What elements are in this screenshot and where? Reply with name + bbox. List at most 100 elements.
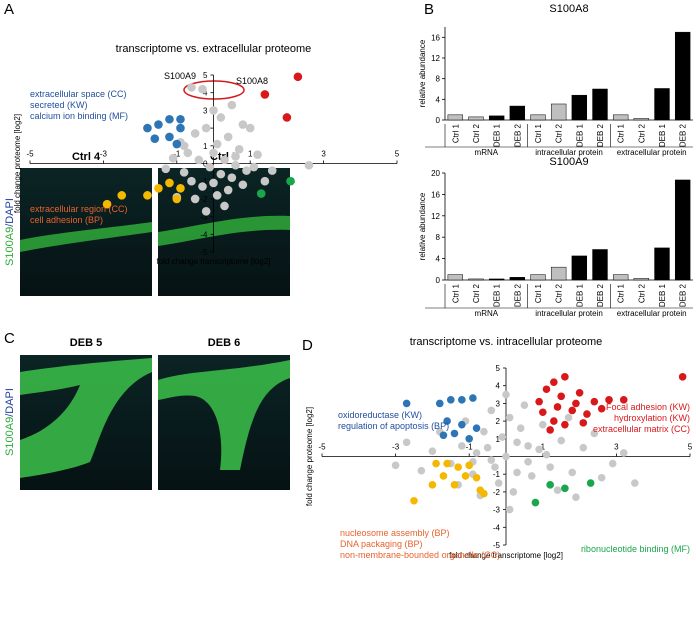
data-point (527, 472, 536, 480)
data-point (509, 488, 518, 496)
data-point (564, 413, 573, 422)
data-point (465, 461, 474, 470)
data-point (220, 155, 229, 165)
data-point (480, 427, 488, 436)
x-tick-label: DEB 1 (493, 283, 502, 307)
data-point (435, 399, 444, 408)
data-point (572, 493, 580, 502)
data-point (282, 113, 292, 122)
bar (674, 179, 691, 281)
y-tick-label: 0 (436, 276, 441, 285)
x-tick-label: -3 (100, 150, 108, 159)
data-point (260, 90, 270, 99)
data-point (168, 153, 178, 163)
x-tick-label: DEB 2 (513, 123, 522, 147)
x-tick-label: DEB 1 (658, 123, 667, 147)
data-point (165, 132, 174, 142)
bar (654, 88, 670, 121)
data-point (176, 123, 185, 133)
x-tick-label: DEB 2 (596, 283, 605, 307)
data-point (154, 183, 163, 193)
data-point (439, 472, 448, 480)
x-tick-label: -3 (392, 443, 400, 452)
annotation: S100A8 (236, 76, 268, 86)
data-point (201, 123, 211, 133)
data-point (524, 458, 532, 466)
data-point (143, 123, 152, 133)
bar (447, 274, 464, 281)
image-label: Ctrl 4 (72, 151, 101, 163)
annotation: ribonucleotide binding (MF) (581, 544, 690, 554)
data-point (469, 394, 477, 402)
data-point (494, 479, 503, 487)
panel-label: B (424, 1, 434, 18)
annotation: cell adhesion (BP) (30, 215, 103, 225)
data-point (154, 120, 163, 129)
stain-band (158, 360, 290, 470)
data-point (209, 148, 218, 158)
group-label: mRNA (475, 148, 499, 157)
data-point (286, 176, 295, 186)
annotation: oxidoreductase (KW) (338, 410, 422, 420)
y-tick-label: -3 (200, 213, 208, 222)
data-point (172, 194, 182, 204)
data-point (304, 160, 314, 170)
data-point (242, 166, 251, 175)
x-tick-label: Ctrl 1 (451, 123, 460, 143)
data-point (458, 442, 466, 450)
data-point (428, 447, 437, 455)
x-tick-label: DEB 1 (493, 123, 502, 147)
bar (612, 274, 629, 281)
x-tick-label: Ctrl 2 (555, 123, 564, 143)
stain-band (158, 215, 290, 246)
annotation: Focal adhesion (KW) (606, 402, 690, 412)
data-point (498, 433, 507, 441)
data-point (561, 484, 569, 493)
panel-label: D (302, 337, 313, 354)
data-point (260, 176, 270, 186)
data-point (542, 385, 551, 394)
bar (633, 118, 650, 121)
x-tick-label: DEB 1 (575, 283, 584, 307)
data-point (465, 435, 474, 443)
annotation: nucleosome assembly (BP) (340, 528, 450, 538)
x-tick-label: DEB 2 (513, 283, 522, 307)
bar (468, 116, 484, 121)
data-point (179, 168, 189, 177)
data-point (561, 373, 569, 381)
data-point (410, 496, 418, 505)
x-tick-label: DEB 2 (679, 283, 688, 307)
bar (488, 115, 505, 121)
data-point (553, 403, 562, 411)
bar (571, 255, 588, 281)
x-tick-label: 5 (395, 150, 400, 159)
y-tick-label: -3 (493, 506, 501, 515)
bar (488, 278, 505, 281)
x-tick-label: Ctrl 1 (451, 283, 460, 303)
stain-marker: S100A9 (4, 227, 16, 266)
data-point (190, 129, 200, 138)
bar (530, 274, 546, 281)
data-point (505, 505, 514, 514)
annotation: extracellular region (CC) (30, 204, 128, 214)
x-tick-label: Ctrl 2 (637, 123, 646, 143)
data-point (245, 123, 255, 133)
y-tick-label: 4 (203, 89, 208, 98)
annotation: DNA packaging (BP) (340, 539, 423, 549)
y-axis-label: relative abundance (418, 39, 427, 107)
y-tick-label: 20 (431, 169, 440, 178)
data-point (454, 463, 462, 471)
y-axis-label: fold change proteome [log2] (13, 114, 22, 213)
data-point (513, 468, 521, 477)
data-point (238, 120, 248, 129)
data-point (198, 182, 207, 191)
data-point (187, 83, 196, 92)
data-point (227, 100, 237, 110)
data-point (546, 426, 554, 434)
bar (633, 278, 650, 281)
data-point (597, 404, 606, 413)
group-label: intracellular protein (535, 148, 603, 157)
data-point (223, 185, 233, 195)
y-tick-label: 16 (431, 33, 440, 42)
stain-label: S100A9/DAPI (4, 388, 16, 456)
